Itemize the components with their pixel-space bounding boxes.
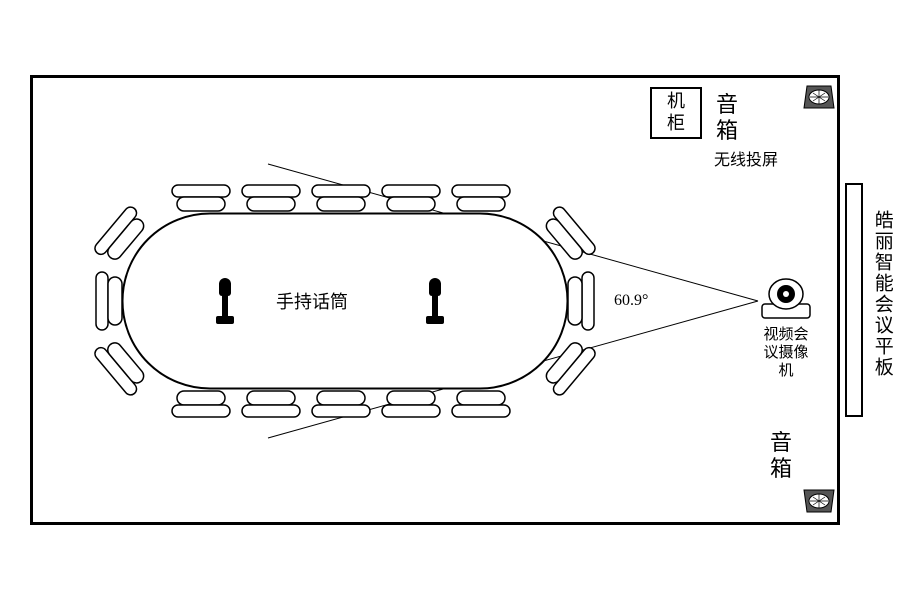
chair-bottom-4 [382,391,440,417]
chair-bottom-1 [172,391,230,417]
cabinet-box: 机 柜 [650,87,702,139]
chair-top-3 [312,185,370,211]
chairs-bottom [172,391,510,417]
wireless-projection-label: 无线投屏 [714,151,778,170]
speaker-bottom-icon [804,490,834,512]
diagram-svg [0,0,900,600]
chair-top-5 [452,185,510,211]
chairs-top [172,185,510,211]
microphone-label: 手持话筒 [276,292,348,314]
angle-label: 60.9° [614,291,648,310]
chair-top-1 [172,185,230,211]
cabinet-label: 机 柜 [652,91,700,134]
camera-icon [762,279,810,318]
camera-label: 视频会 议摄像 机 [762,326,810,380]
display-panel-label: 皓丽智能会议平板 [870,210,893,378]
chair-bottom-5 [452,391,510,417]
chair-top-4 [382,185,440,211]
chair-right-2 [568,272,594,330]
microphone-icon-1 [216,278,234,324]
chair-top-2 [242,185,300,211]
speaker-top-icon [804,86,834,108]
microphone-icon-2 [426,278,444,324]
chair-left-2 [96,272,122,330]
display-panel [846,184,862,416]
chair-bottom-2 [242,391,300,417]
speaker-bottom-label: 音 箱 [770,430,792,483]
chair-bottom-3 [312,391,370,417]
speaker-top-label: 音 箱 [716,92,738,145]
